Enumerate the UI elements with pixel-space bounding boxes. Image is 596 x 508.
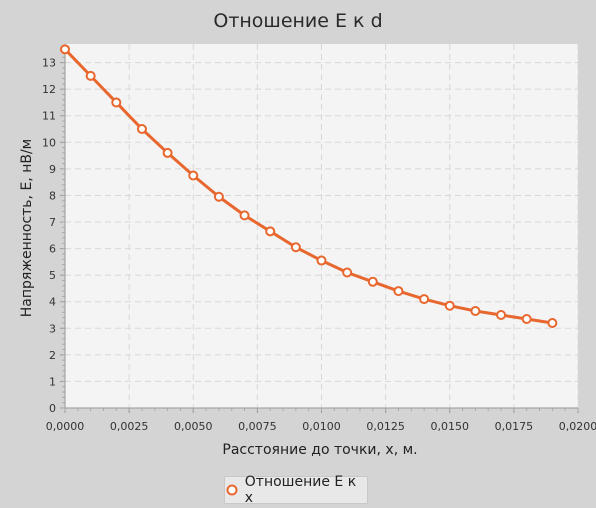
data-point [215, 193, 223, 201]
data-point [369, 278, 377, 286]
y-tick-label: 8 [49, 189, 56, 202]
x-axis-label: Расстояние до точки, x, м. [0, 442, 596, 458]
x-tick-label: 0,0025 [110, 420, 149, 433]
x-tick-label: 0,0125 [366, 420, 405, 433]
y-tick-label: 6 [49, 243, 56, 256]
y-tick-label: 7 [49, 216, 56, 229]
y-tick-label: 10 [42, 136, 56, 149]
data-point [266, 227, 274, 235]
data-point [112, 98, 120, 106]
x-tick-label: 0,0050 [174, 420, 213, 433]
y-tick-label: 2 [49, 349, 56, 362]
y-axis-label: Напряженность, E, нВ/м [19, 139, 35, 317]
y-tick-label: 1 [49, 375, 56, 388]
data-point [318, 257, 326, 265]
y-tick-label: 9 [49, 163, 56, 176]
data-point [394, 287, 402, 295]
legend-marker-icon [225, 483, 239, 497]
legend-label: Отношение E к x [245, 474, 367, 506]
data-point [446, 302, 454, 310]
y-tick-label: 4 [49, 296, 56, 309]
y-tick-label: 3 [49, 322, 56, 335]
y-tick-label: 12 [42, 83, 56, 96]
x-tick-label: 0,0000 [46, 420, 85, 433]
x-tick-label: 0,0075 [238, 420, 277, 433]
data-point [241, 211, 249, 219]
data-point [189, 172, 197, 180]
legend: Отношение E к x [224, 476, 368, 504]
y-tick-label: 0 [49, 402, 56, 415]
data-point [292, 243, 300, 251]
data-point [87, 72, 95, 80]
x-tick-label: 0,0100 [302, 420, 341, 433]
data-point [420, 295, 428, 303]
data-point [61, 45, 69, 53]
x-tick-label: 0,0175 [495, 420, 534, 433]
y-tick-label: 11 [42, 110, 56, 123]
data-point [164, 149, 172, 157]
y-tick-label: 5 [49, 269, 56, 282]
data-point [138, 125, 146, 133]
data-point [548, 319, 556, 327]
x-tick-label: 0,0200 [559, 420, 596, 433]
y-tick-label: 13 [42, 57, 56, 70]
data-point [497, 311, 505, 319]
data-point [471, 307, 479, 315]
data-point [523, 315, 531, 323]
data-point [343, 268, 351, 276]
x-tick-label: 0,0150 [431, 420, 470, 433]
